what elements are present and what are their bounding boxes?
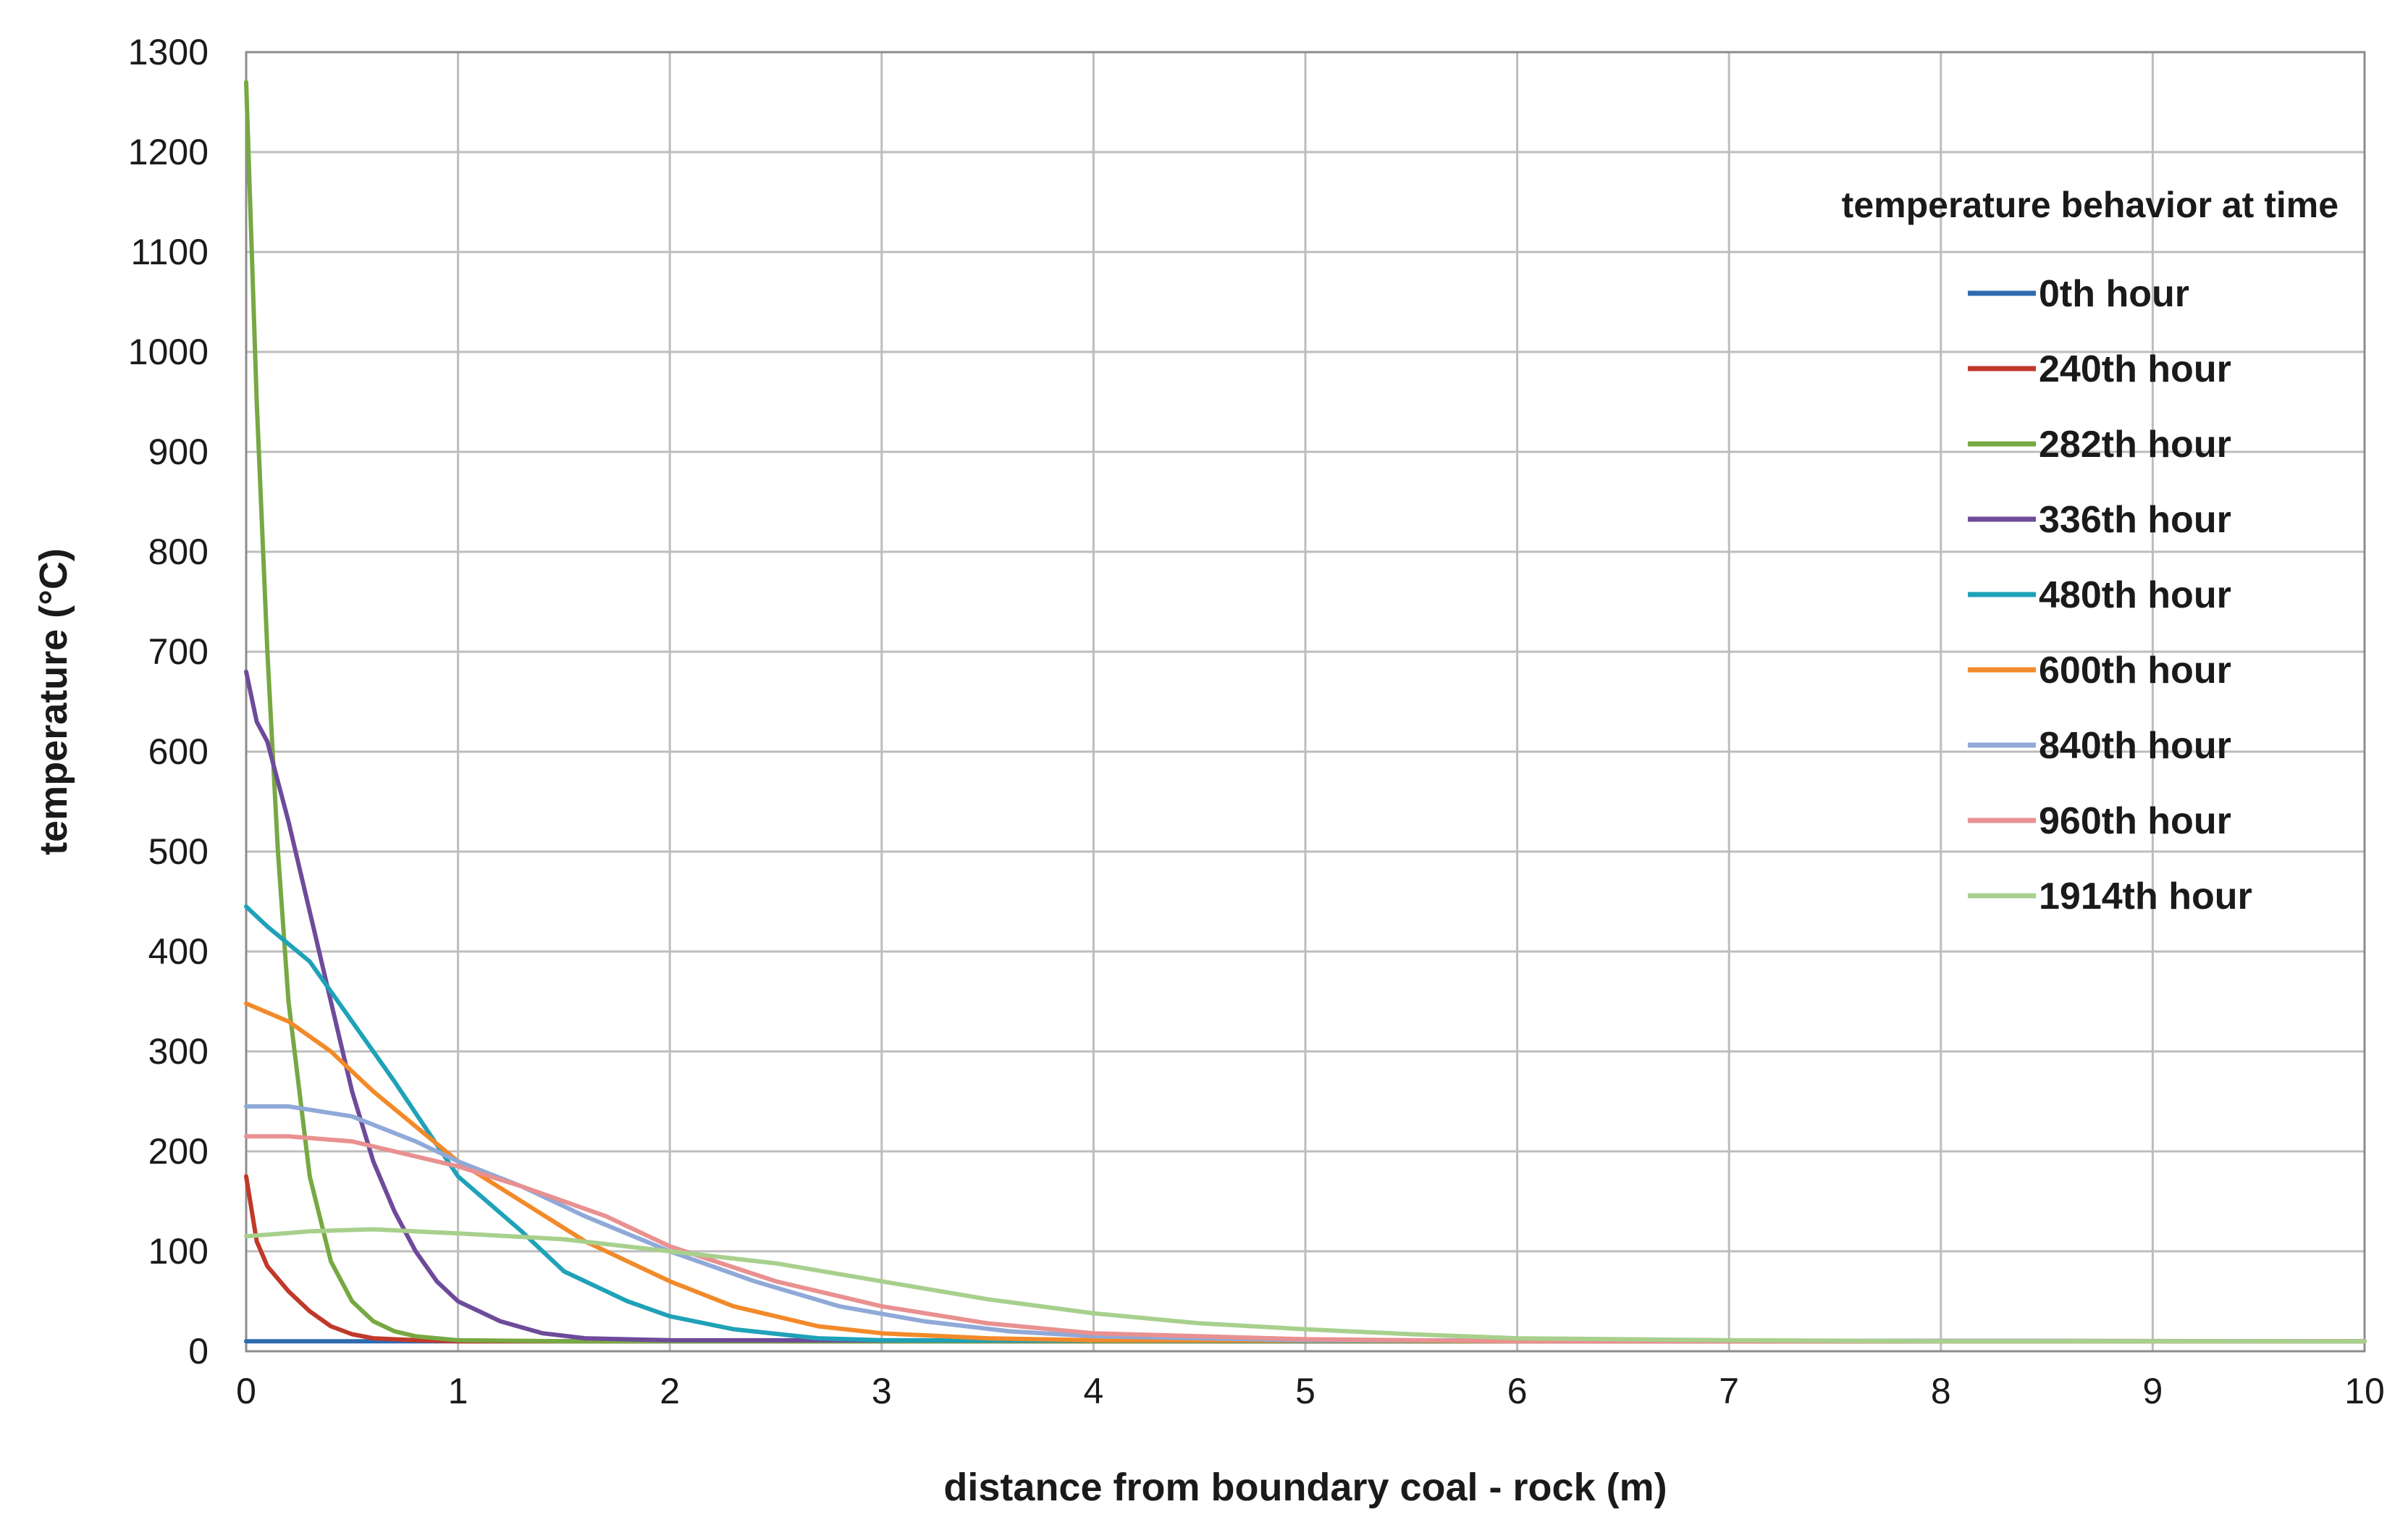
y-tick-label: 1100 bbox=[130, 232, 209, 272]
plot-frame bbox=[245, 51, 2366, 1353]
legend-label: 960th hour bbox=[2039, 800, 2231, 842]
y-tick-label: 1200 bbox=[128, 132, 209, 172]
x-tick-label: 0 bbox=[236, 1371, 256, 1411]
legend-label: 282th hour bbox=[2039, 424, 2231, 466]
legend-label: 0th hour bbox=[2039, 273, 2189, 315]
y-tick-label: 100 bbox=[148, 1231, 209, 1272]
x-tick-label: 3 bbox=[872, 1371, 892, 1411]
y-axis-title: temperature (°C) bbox=[32, 548, 75, 855]
series-line-7 bbox=[244, 1134, 2367, 1344]
x-tick-label: 9 bbox=[2142, 1371, 2163, 1411]
x-tick-label: 5 bbox=[1295, 1371, 1315, 1411]
x-axis-title: distance from boundary coal - rock (m) bbox=[943, 1466, 1667, 1509]
legend-title: temperature behavior at time bbox=[1842, 185, 2338, 225]
x-tick-labels: 0 1 2 3 4 5 6 7 8 9 10 bbox=[236, 1371, 2385, 1411]
y-tick-label: 0 bbox=[188, 1331, 209, 1372]
x-tick-label: 4 bbox=[1083, 1371, 1103, 1411]
legend: 0th hour 240th hour 282th hour 336th hour 48… bbox=[1968, 273, 2252, 917]
x-tick-label: 6 bbox=[1507, 1371, 1528, 1411]
legend-label: 600th hour bbox=[2039, 650, 2231, 692]
y-tick-label: 600 bbox=[148, 731, 209, 772]
series-line-8 bbox=[244, 1227, 2367, 1344]
x-tick-label: 1 bbox=[448, 1371, 468, 1411]
y-tick-label: 1300 bbox=[128, 32, 209, 72]
y-tick-label: 700 bbox=[148, 631, 209, 672]
series-line-4 bbox=[244, 904, 2367, 1344]
legend-label: 840th hour bbox=[2039, 725, 2231, 767]
x-tick-label: 10 bbox=[2344, 1371, 2385, 1411]
legend-label: 1914th hour bbox=[2039, 875, 2252, 917]
series-layer bbox=[244, 80, 2367, 1344]
legend-label: 336th hour bbox=[2039, 499, 2231, 541]
y-tick-label: 800 bbox=[148, 532, 209, 572]
legend-label: 480th hour bbox=[2039, 574, 2231, 616]
y-tick-label: 200 bbox=[148, 1131, 209, 1172]
y-tick-label: 400 bbox=[148, 931, 209, 972]
y-tick-label: 900 bbox=[148, 432, 209, 472]
y-tick-label: 500 bbox=[148, 831, 209, 872]
series-line-3 bbox=[244, 669, 2367, 1344]
legend-label: 240th hour bbox=[2039, 348, 2231, 390]
y-tick-label: 1000 bbox=[128, 332, 209, 372]
series-line-2 bbox=[244, 80, 2367, 1344]
x-tick-label: 7 bbox=[1719, 1371, 1739, 1411]
x-tick-label: 2 bbox=[660, 1371, 680, 1411]
y-tick-label: 300 bbox=[148, 1031, 209, 1072]
grid-lines bbox=[245, 51, 2366, 1353]
x-tick-label: 8 bbox=[1931, 1371, 1951, 1411]
y-tick-labels: 0 100 200 300 400 500 600 700 800 900 1000 1100 1200… bbox=[128, 32, 209, 1372]
